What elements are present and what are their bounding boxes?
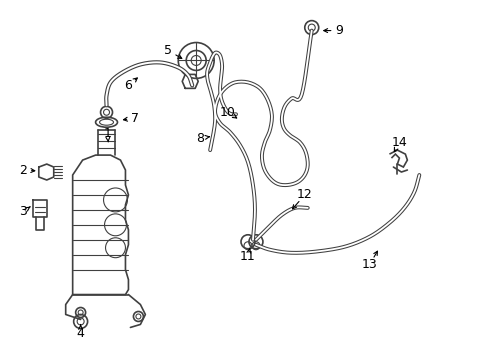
Text: 10: 10 [220, 106, 236, 119]
Text: 8: 8 [196, 132, 204, 145]
Text: 5: 5 [164, 44, 172, 57]
Text: 14: 14 [391, 136, 407, 149]
Text: 12: 12 [296, 188, 312, 202]
Text: 11: 11 [240, 250, 255, 263]
Text: 9: 9 [335, 24, 343, 37]
Text: 6: 6 [124, 79, 132, 92]
Text: 2: 2 [19, 163, 27, 176]
Text: 3: 3 [19, 205, 27, 219]
Text: 13: 13 [361, 258, 377, 271]
Text: 4: 4 [77, 327, 84, 340]
Text: 1: 1 [103, 127, 111, 140]
Text: 7: 7 [131, 112, 139, 125]
